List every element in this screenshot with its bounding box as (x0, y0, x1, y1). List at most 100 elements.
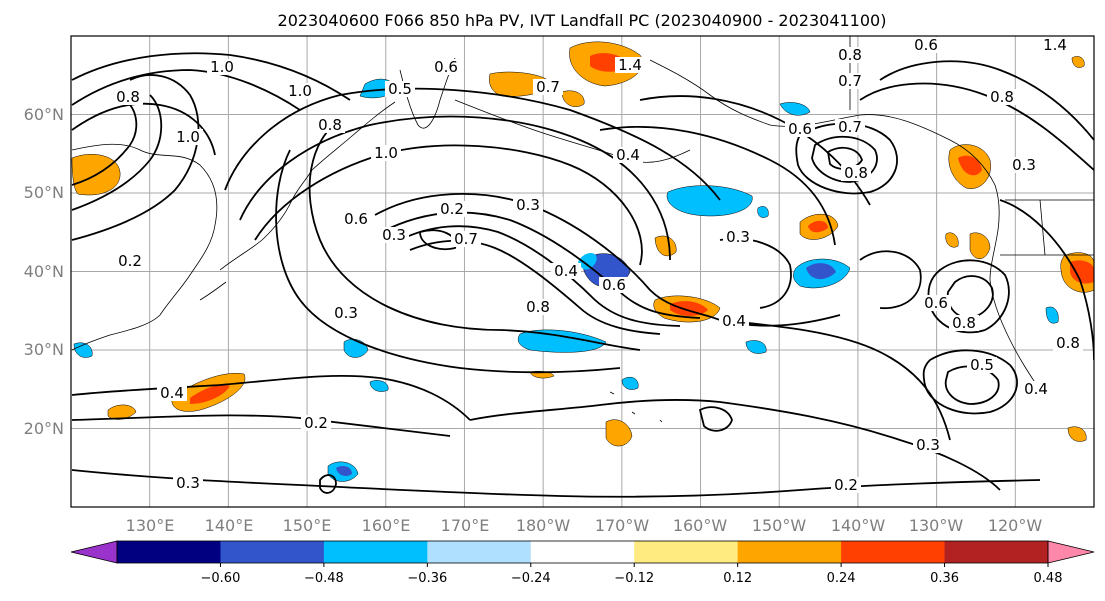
contour-label-bg (341, 211, 371, 227)
contour-label-bg (921, 295, 951, 311)
contour-line (419, 229, 457, 251)
contour-label-bg (841, 165, 871, 181)
lat-axis: 60°N 50°N 40°N 30°N 20°N (24, 105, 64, 438)
shade-blob (654, 235, 677, 257)
contour-label: 0.3 (382, 226, 406, 244)
shade-blob (945, 232, 959, 248)
contour-label-bg (523, 299, 553, 315)
shade-blob (578, 253, 597, 270)
shade-blob (1067, 426, 1087, 442)
contour-line (224, 87, 721, 201)
contour-line (71, 414, 451, 437)
colorbar-segment (530, 541, 635, 563)
contour-line (399, 225, 681, 327)
contour-label: 0.3 (726, 228, 750, 246)
lon-axis: 130°E 140°E 150°E 160°E 170°E 180°W 170°… (126, 516, 1043, 535)
colorbar-tick-label: −0.36 (407, 571, 447, 586)
colorbar-tick-label: −0.24 (511, 571, 551, 586)
contour-label-bg (835, 47, 865, 63)
contour-label-bg (785, 121, 815, 137)
contour-label-bg (723, 229, 753, 245)
colorbar-tick-label: −0.48 (304, 571, 344, 586)
lat-tick-label: 50°N (24, 183, 64, 202)
shade-blob (369, 380, 389, 392)
contour-label: 0.4 (554, 262, 578, 280)
contour-label-bg (115, 253, 145, 269)
contour-label: 0.4 (616, 146, 640, 164)
shade-blob (806, 263, 836, 280)
shade-blob (1045, 306, 1059, 324)
contour-label-bg (431, 59, 461, 75)
contour-line (71, 69, 301, 111)
lat-tick-label: 40°N (24, 262, 64, 281)
contour-label-bg (451, 231, 481, 247)
contour-label: 1.0 (374, 144, 398, 162)
contour-label: 0.6 (434, 58, 458, 76)
contour-label: 0.2 (304, 414, 328, 432)
colorbar: −0.60 −0.48 −0.36 −0.24 −0.12 0.12 0.24 0.36 0.4… (70, 540, 1095, 586)
contour-label: 0.3 (334, 304, 358, 322)
shaded-field (71, 41, 1094, 482)
contour-label: 0.8 (844, 164, 868, 182)
shade-blob (808, 220, 828, 233)
contour-label-bg (371, 145, 401, 161)
contour-label-bg (551, 263, 581, 279)
contour-label: 1.0 (288, 82, 312, 100)
shade-blob (1070, 260, 1094, 284)
contour-line (254, 144, 643, 266)
contour-label-bg (113, 89, 143, 105)
contour-label-bg (615, 57, 645, 73)
contour-label: 0.3 (176, 474, 200, 492)
contour-label-bg (437, 201, 467, 217)
contour-label: 0.4 (722, 312, 746, 330)
shade-blob (969, 232, 991, 259)
contour-line (599, 125, 836, 246)
shade-blob (190, 384, 230, 404)
contour-label: 1.0 (210, 58, 234, 76)
contour-label-bg (599, 277, 629, 293)
contour-label-bg (513, 197, 543, 213)
coastline-japan (199, 169, 313, 301)
contour-label-bg (987, 89, 1017, 105)
contour-label: 0.5 (970, 356, 994, 374)
colorbar-tick-label: −0.60 (201, 571, 241, 586)
lon-tick-label: 150°W (752, 516, 807, 535)
contour-line (71, 102, 216, 156)
contour-line (71, 374, 471, 421)
colorbar-segment (117, 541, 221, 563)
lat-tick-label: 20°N (24, 419, 64, 438)
shade-blob (745, 340, 767, 354)
contour-label-bg (379, 227, 409, 243)
contour-label-bg (207, 59, 237, 75)
shade-blob (958, 155, 982, 176)
contour-line (719, 319, 951, 441)
contour-line (319, 474, 337, 494)
contour-label-bg (385, 81, 415, 97)
shade-blob (1071, 56, 1085, 68)
lon-tick-label: 120°W (988, 516, 1043, 535)
contour-label: 0.3 (516, 196, 540, 214)
contour-label-bg (967, 357, 997, 373)
lon-tick-label: 180°W (516, 516, 571, 535)
contour-label: 0.6 (914, 36, 938, 54)
contour-label: 0.2 (440, 200, 464, 218)
lat-tick-label: 60°N (24, 105, 64, 124)
contour-label: 1.4 (618, 56, 642, 74)
contour-label: 0.5 (388, 80, 412, 98)
contour-label: 1.0 (176, 128, 200, 146)
colorbar-segment (427, 541, 532, 563)
contour-label: 0.8 (1056, 334, 1080, 352)
contour-label-bg (301, 415, 331, 431)
colorbar-tick-label: 0.48 (1034, 571, 1063, 586)
colorbar-tick-label: 0.24 (827, 571, 856, 586)
colorbar-tick-label: 0.36 (930, 571, 959, 586)
map-panel: 1.01.00.81.00.80.70.50.61.01.40.80.70.60… (70, 35, 1095, 508)
colorbar-segment (841, 541, 946, 563)
contour-label-bg (719, 313, 749, 329)
colorbar-segment (944, 541, 1049, 563)
contour-label-bg (315, 117, 345, 133)
lon-tick-label: 170°W (595, 516, 650, 535)
lon-tick-label: 170°E (441, 516, 490, 535)
contour-label: 0.3 (1012, 156, 1036, 174)
coastline-hawaii (609, 391, 663, 423)
